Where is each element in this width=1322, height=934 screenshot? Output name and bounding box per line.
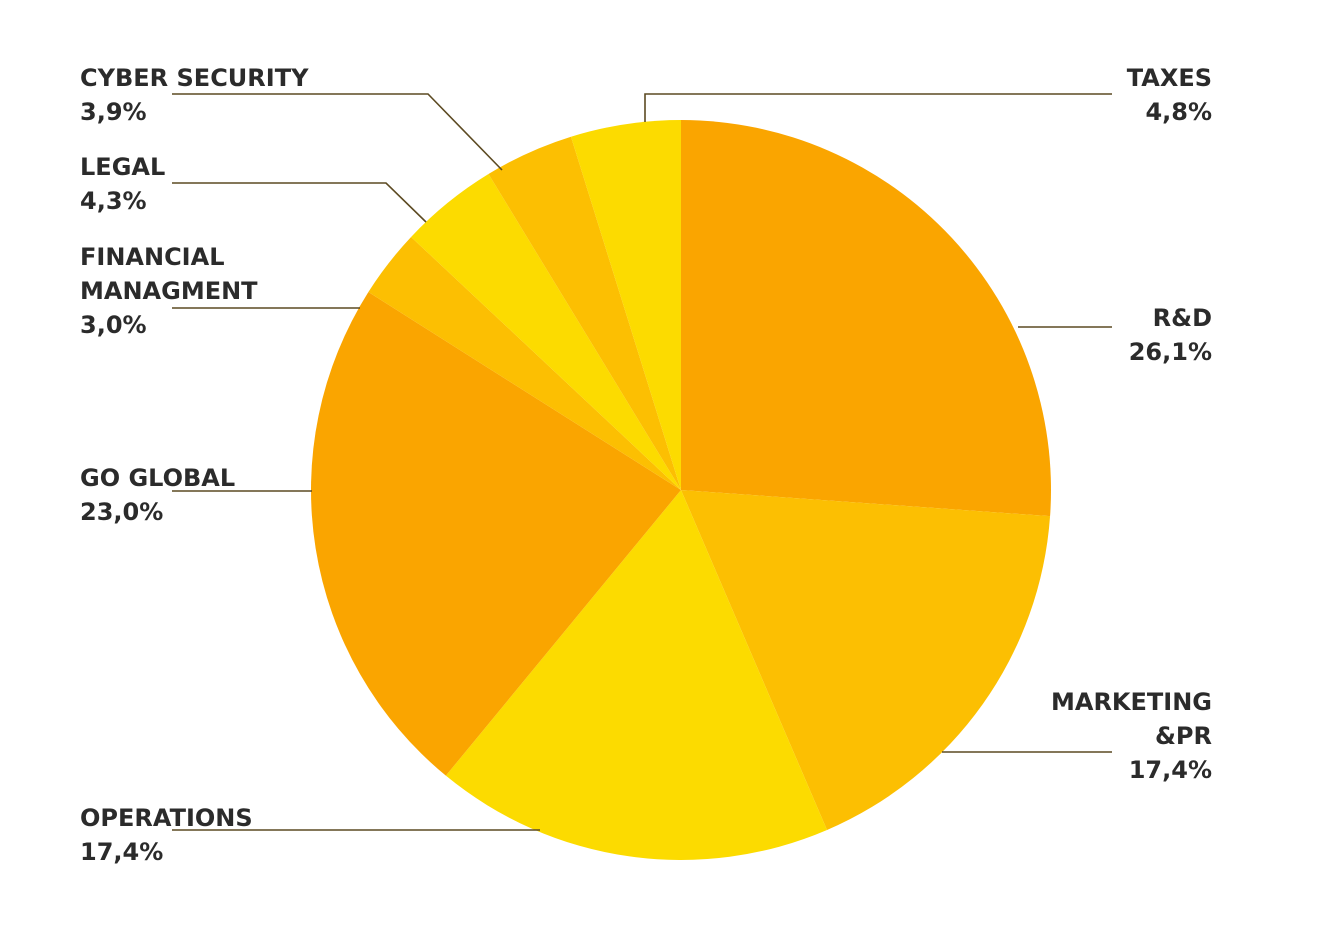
slice-category-label: &PR [1155,722,1212,750]
pie-slice [570,120,681,490]
leader-lines [172,93,1112,831]
leader-line [172,93,503,171]
leader-line [644,93,1112,122]
slice-value-label: 17,4% [80,838,163,866]
pie-slice [681,490,1051,830]
pie-slice [310,292,681,776]
slice-category-label: GO GLOBAL [80,464,235,492]
slice-category-label: CYBER SECURITY [80,64,309,92]
slice-labels: R&D 26,1% MARKETING&PR 17,4% OPERATIONS 17,4%… [80,64,1212,866]
pie-slices [310,120,1051,861]
pie-slice [411,174,681,490]
slice-value-label: 4,3% [80,187,147,215]
slice-value-label: 4,8% [1145,98,1212,126]
slice-category-label: MANAGMENT [80,277,258,305]
slice-category-label: TAXES [1127,64,1212,92]
slice-value-label: 17,4% [1129,756,1212,784]
pie-slice [368,236,681,490]
slice-category-label: FINANCIAL [80,243,224,271]
pie-slice [681,120,1051,517]
slice-category-label: MARKETING [1051,688,1212,716]
slice-value-label: 23,0% [80,498,163,526]
slice-value-label: 26,1% [1129,338,1212,366]
leader-line [172,182,427,223]
slice-category-label: OPERATIONS [80,804,253,832]
slice-value-label: 3,9% [80,98,147,126]
pie-slice [488,136,681,491]
slice-value-label: 3,0% [80,311,147,339]
slice-category-label: R&D [1153,304,1212,332]
slice-category-label: LEGAL [80,153,165,181]
pie-slice [445,490,828,861]
